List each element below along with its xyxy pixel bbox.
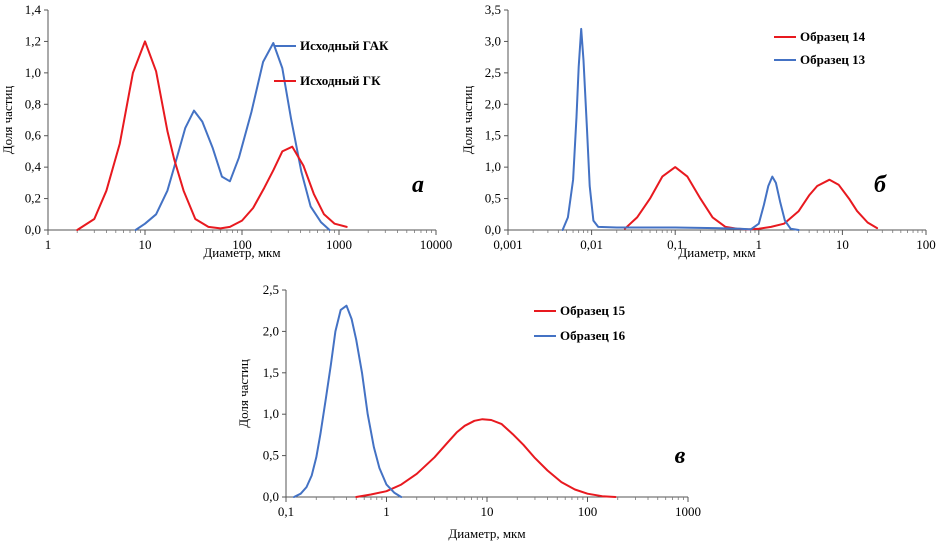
legend-entry: Образец 13 [800,52,866,67]
x-tick-label: 100 [916,237,936,252]
x-tick-label: 1 [45,237,52,252]
y-tick-label: 1,5 [485,128,501,143]
y-tick-label: 1,0 [25,65,41,80]
x-tick-label: 1 [383,504,390,519]
x-tick-label: 10 [481,504,494,519]
y-tick-label: 1,5 [263,365,279,380]
series-line-2 [561,27,800,231]
y-tick-label: 1,2 [25,33,41,48]
y-tick-label: 1,4 [25,2,42,17]
x-tick-label: 100 [578,504,598,519]
x-tick-label: 100 [232,237,252,252]
legend-entry: Образец 16 [560,328,626,343]
legend-entry: Образец 15 [560,303,626,318]
chart-panel-1: 0,0 0,2 0,4 0,6 0,8 1,0 1,2 1,4 1 10 100 1000 10000 Д… [0,2,452,260]
y-tick-label: 0,5 [485,191,501,206]
series-line-2 [76,40,348,231]
chart-panel-2: 0,0 0,5 1,0 1,5 2,0 2,5 3,0 3,5 0,001 0,01 0,1 1 10 1… [460,2,936,260]
y-tick-label: 2,0 [263,323,279,338]
series-line-1 [134,42,331,231]
x-tick-label: 10000 [420,237,453,252]
legend-entry: Образец 14 [800,29,866,44]
y-tick-label: 0,5 [263,448,279,463]
y-tick-label: 0,6 [25,128,42,143]
x-tick-label: 10 [836,237,849,252]
x-tick-label: 1000 [326,237,352,252]
x-axis-label: Диаметр, мкм [203,245,280,260]
y-tick-label: 1,0 [263,406,279,421]
y-tick-label: 0,8 [25,96,41,111]
panel-letter: б [874,172,887,198]
panel-letter: а [412,172,424,198]
x-tick-label: 0,1 [278,504,294,519]
y-tick-label: 0,0 [25,222,41,237]
x-tick-label: 0,01 [580,237,603,252]
y-tick-label: 3,5 [485,2,501,17]
x-tick-label: 0,001 [493,237,522,252]
x-tick-label: 10 [139,237,152,252]
y-tick-label: 0,0 [263,489,279,504]
y-axis-label: Доля частиц [0,86,15,155]
legend-entry: Исходный ГАК [300,38,389,53]
y-axis-label: Доля частиц [460,86,475,155]
y-tick-label: 3,0 [485,33,501,48]
legend-entry: Исходный ГК [300,73,381,88]
series-line-1 [355,418,617,498]
chart-panel-3: 0,0 0,5 1,0 1,5 2,0 2,5 0,1 1 10 100 1000 Диаметр, … [236,282,701,541]
y-tick-label: 2,5 [485,65,501,80]
y-axis-label: Доля частиц [236,359,251,428]
x-tick-label: 1 [756,237,763,252]
x-axis-label: Диаметр, мкм [448,526,525,541]
y-tick-label: 1,0 [485,159,501,174]
panel-letter: в [675,443,686,469]
series-line-2 [293,304,403,498]
y-tick-label: 0,2 [25,191,41,206]
y-tick-label: 2,5 [263,282,279,297]
y-tick-label: 0,4 [25,159,42,174]
y-tick-label: 2,0 [485,96,501,111]
series-line-1 [623,166,879,231]
y-tick-label: 0,0 [485,222,501,237]
x-tick-label: 1000 [675,504,701,519]
x-axis-label: Диаметр, мкм [678,245,755,260]
x-tick-label: 0,1 [667,237,683,252]
